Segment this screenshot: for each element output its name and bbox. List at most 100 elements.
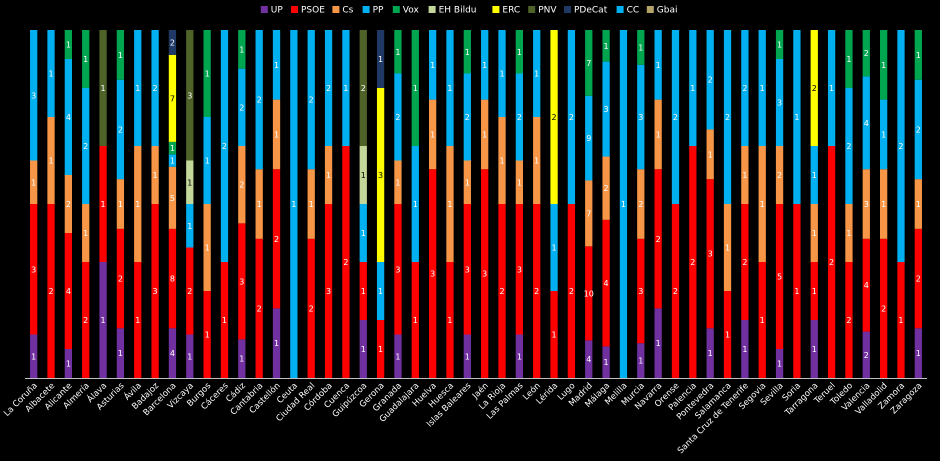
bar-segment-pp [689, 30, 697, 146]
data-label: 1 [517, 48, 522, 57]
data-label: 1 [656, 61, 661, 70]
legend-label: CC [627, 6, 640, 16]
bar-leon: 2 1 1 [533, 30, 541, 378]
bar-segment-vox [394, 30, 402, 74]
legend-swatch [332, 6, 340, 13]
bar-segment-cs [879, 169, 888, 239]
data-label: 1 [916, 51, 921, 60]
bar-melilla: 1 [619, 30, 628, 378]
data-label: 2 [309, 304, 314, 313]
bar-lerida: 1 1 2 [550, 30, 558, 378]
data-label: 2 [187, 287, 192, 296]
bar-segment-pp [238, 68, 246, 146]
bar-jaen: 3 1 1 [481, 30, 489, 378]
data-label: 1 [361, 287, 366, 296]
bar-segment-cs [272, 99, 281, 170]
bar-segment-cs [654, 99, 662, 170]
bar-segment-pp [533, 30, 541, 117]
legend-swatch [646, 6, 654, 13]
data-label: 1 [777, 41, 782, 50]
bar-asturias: 1 2 1 2 1 [116, 30, 125, 378]
bar-cordoba: 3 1 2 [324, 30, 333, 378]
data-label: 3 [604, 105, 609, 114]
bar-segment-psoe [203, 291, 211, 378]
bar-segment-pp [758, 30, 766, 146]
bar-segment-pp [376, 262, 385, 320]
data-label: 1 [829, 84, 834, 93]
data-label: 3 [187, 91, 192, 100]
data-label: 2 [742, 258, 747, 267]
bar-soria: 11 [793, 30, 801, 378]
legend-item-pnv: PNV [528, 6, 557, 16]
bar-segment-pp [897, 30, 905, 262]
bar-segment-pp [116, 79, 125, 180]
data-label: 3 [31, 265, 36, 274]
bar-segment-erc [376, 88, 385, 262]
legend-swatch [260, 6, 268, 13]
bar-salamanca: 1 1 2 [723, 30, 732, 378]
data-label: 2 [846, 142, 851, 151]
data-label: 1 [413, 200, 418, 209]
bar-segment-up [272, 308, 281, 378]
bar-segment-pp [134, 30, 142, 146]
data-label: 1 [742, 345, 747, 354]
bar-malaga: 1 4 2 3 1 [602, 30, 610, 378]
bar-segment-up [116, 328, 125, 378]
bar-segment-pp [290, 30, 298, 378]
data-label: 2 [239, 103, 244, 112]
data-label: 2 [239, 181, 244, 190]
data-label: 1 [135, 316, 140, 325]
data-label: 4 [864, 119, 869, 128]
data-label: 1 [517, 178, 522, 187]
bar-segment-cs [723, 204, 732, 291]
bar-segment-psoe [637, 238, 645, 344]
bar-segment-cs [394, 160, 402, 204]
data-label: 1 [916, 349, 921, 358]
data-label: 1 [170, 144, 175, 153]
data-label: 3 [482, 270, 487, 279]
data-label: 1 [552, 244, 557, 253]
data-label: 5 [170, 194, 175, 203]
bar-caceres: 12 [220, 30, 229, 378]
data-label: 1 [205, 244, 210, 253]
bar-segment-psoe [220, 262, 229, 378]
data-label: 1 [656, 130, 661, 139]
bar-segment-psoe [585, 246, 593, 341]
data-label: 1 [187, 352, 192, 361]
data-label: 2 [604, 184, 609, 193]
data-label: 1 [205, 331, 210, 340]
data-label: 1 [656, 339, 661, 348]
legend-label: EH Bildu [439, 6, 477, 16]
bar-segment-pp [550, 204, 558, 291]
bar-segment-psoe [689, 146, 697, 378]
data-label: 8 [170, 275, 175, 284]
data-label: 7 [586, 59, 591, 68]
bar-segment-pp [255, 30, 263, 170]
bar-segment-psoe [307, 238, 315, 378]
bar-lugo: 22 [567, 30, 576, 378]
bar-segment-psoe [376, 320, 385, 378]
data-label: 2 [534, 287, 539, 296]
bar-segment-pp [775, 59, 784, 146]
data-label: 1 [760, 316, 765, 325]
bar-segment-psoe [550, 291, 558, 378]
bar-segment-pp [220, 30, 229, 262]
data-label: 1 [205, 70, 210, 79]
bar-segment-pp [671, 30, 680, 204]
bar-segment-pp [706, 30, 714, 130]
data-label: 1 [447, 84, 452, 93]
data-label: 2 [864, 351, 869, 360]
bar-segment-up [862, 331, 870, 378]
bar-segovia: 1 1 1 [758, 30, 766, 378]
bar-segment-up [186, 334, 194, 378]
data-label: 5 [777, 273, 782, 282]
legend-item-psoe: PSOE [291, 6, 325, 16]
bar-segment-psoe [446, 262, 454, 378]
bar-sevilla: 1 5 2 3 1 [775, 30, 784, 378]
bar-segment-cs [862, 169, 870, 239]
bar-huelva: 3 1 1 [428, 30, 437, 378]
bar-guadalajara: 1 1 1 [411, 30, 419, 378]
legend-label: PP [373, 6, 384, 16]
bar-segment-vox [116, 30, 125, 80]
bar-segment-psoe [758, 262, 766, 378]
